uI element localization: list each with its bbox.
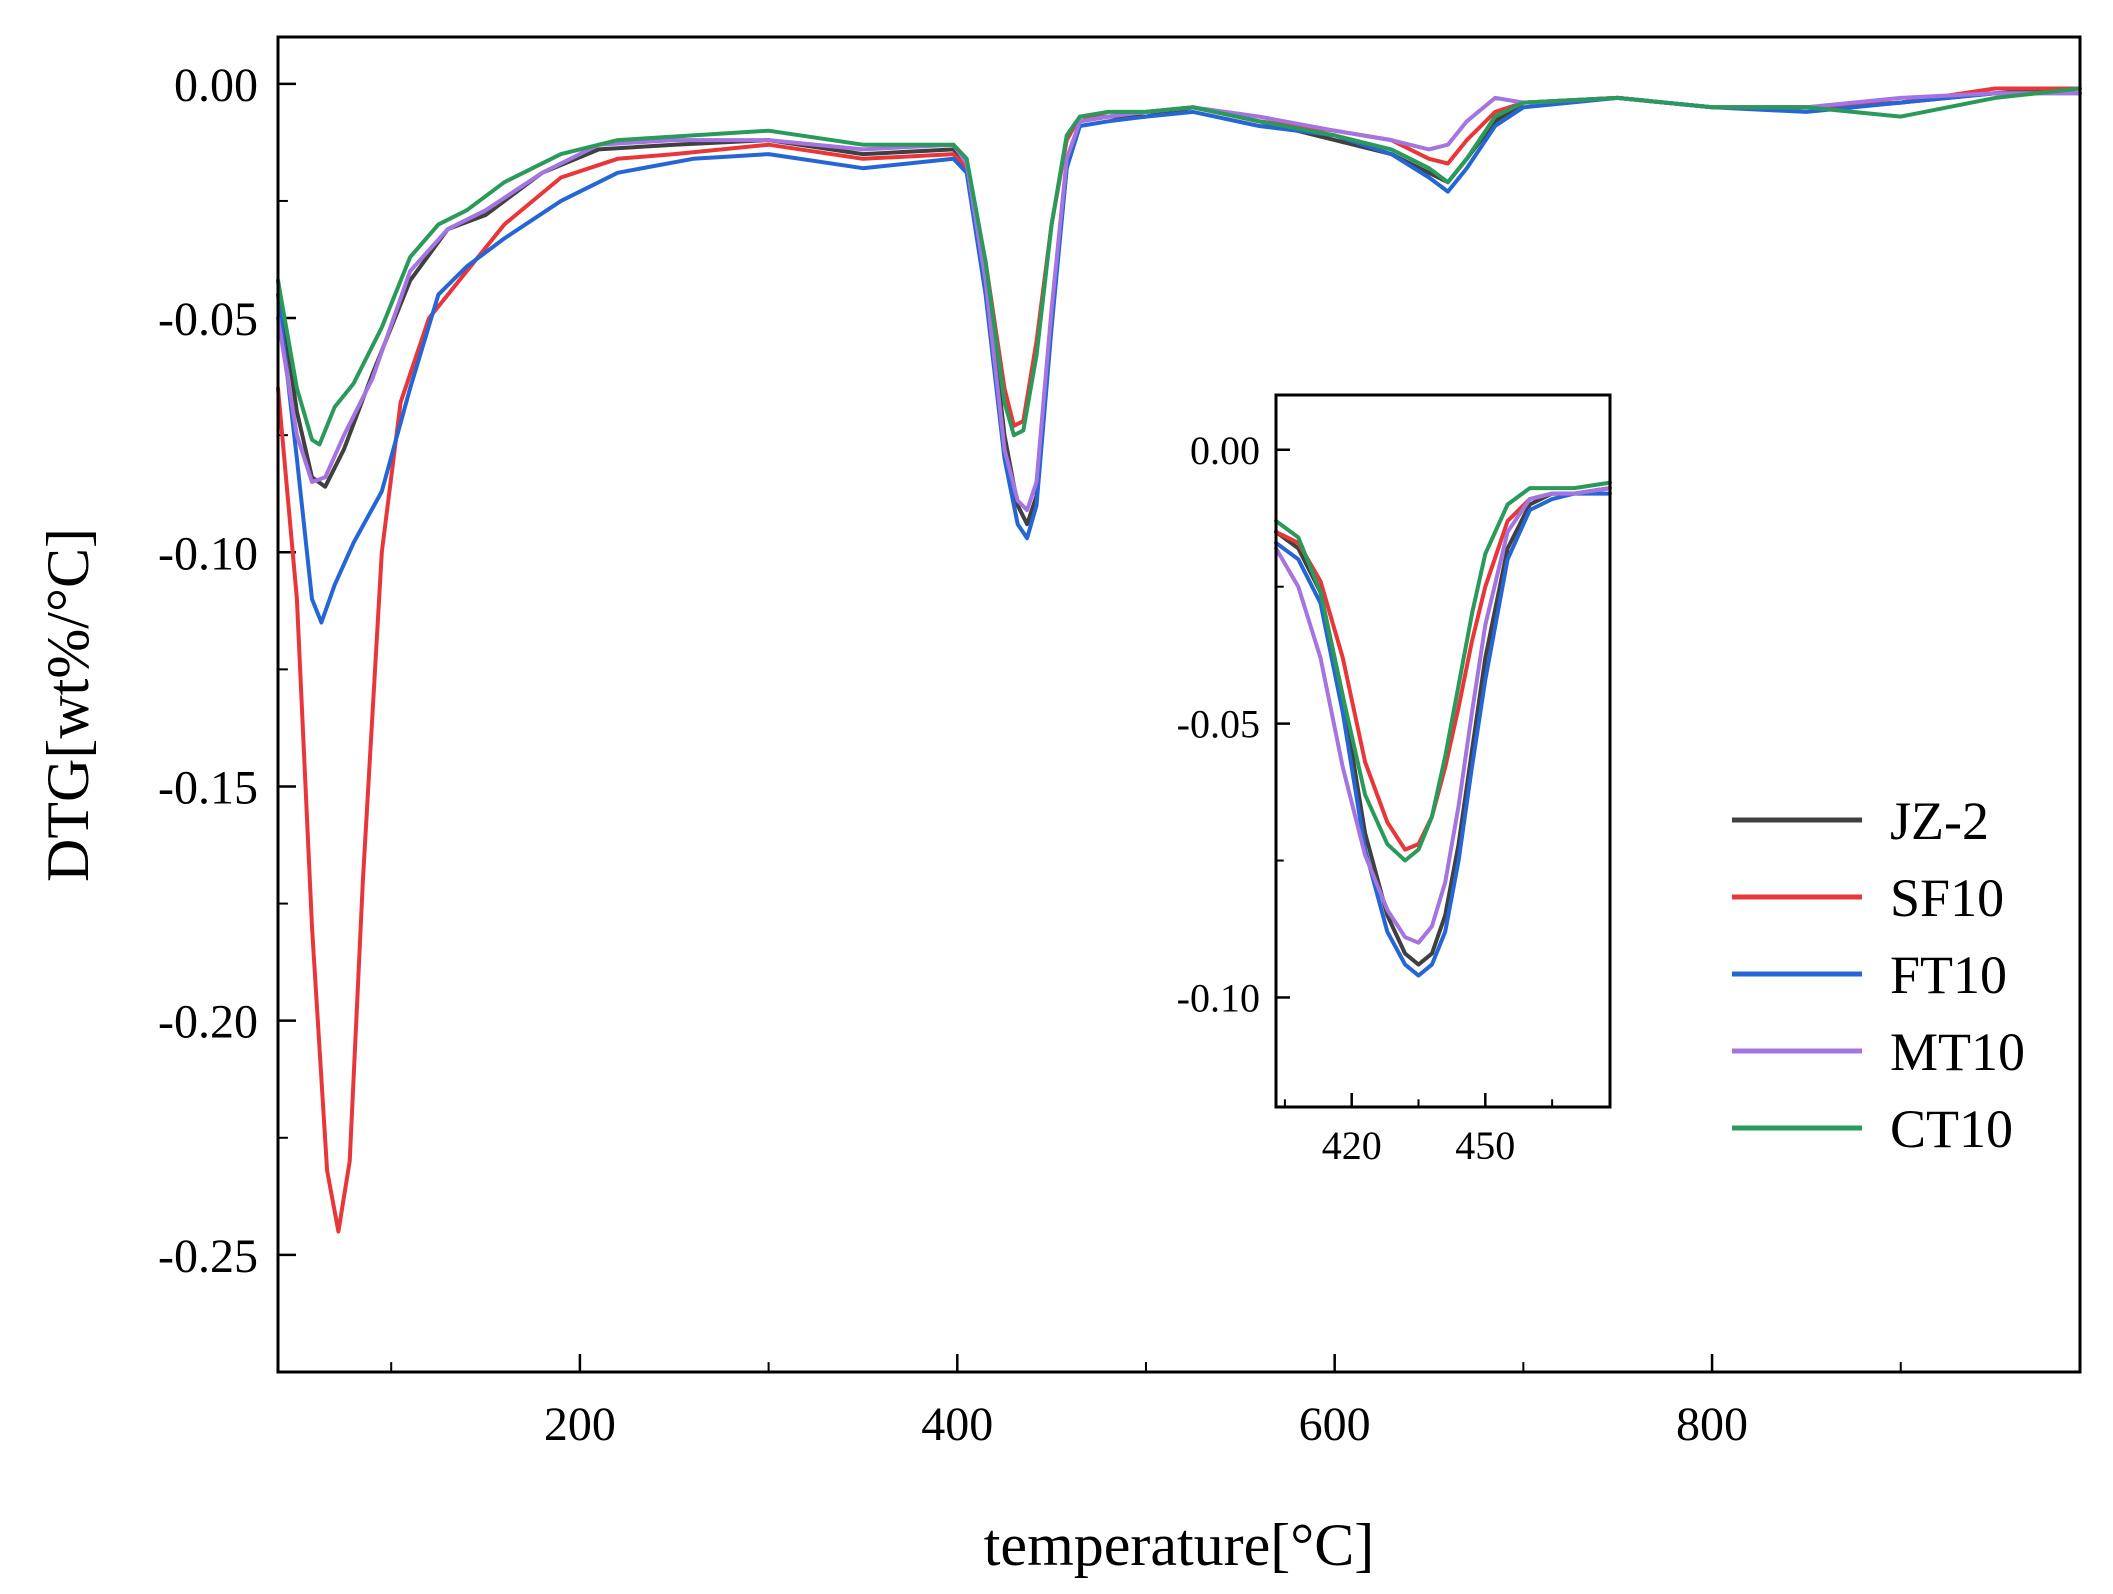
main-series-mt10 — [276, 91, 2082, 513]
inset-series-mt10 — [1274, 486, 1612, 945]
main-series-ft10 — [276, 91, 2082, 625]
inset-series-ct10 — [1274, 480, 1612, 863]
main-y-tick-label: -0.10 — [158, 527, 258, 580]
main-axis-ticks: 200 400 600 800 0.00 -0.05 -0.10 -0.15 -0.20 -0.2… — [158, 59, 1902, 1451]
main-x-tick-label: 200 — [544, 1398, 616, 1451]
main-series-ct10 — [276, 86, 2082, 447]
main-x-tick-label: 800 — [1676, 1398, 1748, 1451]
main-x-tick-label: 400 — [921, 1398, 993, 1451]
main-y-tick-label: 0.00 — [174, 59, 258, 112]
main-y-tick-label: -0.05 — [158, 293, 258, 346]
main-plot-lines — [276, 86, 2082, 1234]
main-series-sf10 — [276, 86, 2082, 1234]
main-plot-frame — [276, 35, 2082, 1374]
legend-label-jz-2: JZ-2 — [1890, 791, 1989, 851]
inset-axis-ticks: 420 450 0.00 -0.05 -0.10 — [1177, 428, 1554, 1168]
inset-plot-lines — [1274, 480, 1612, 978]
x-axis-title: temperature[°C] — [984, 1512, 1374, 1578]
inset-frame — [1274, 393, 1612, 1109]
main-y-tick-label: -0.25 — [158, 1230, 258, 1283]
inset-y-tick-label: -0.10 — [1177, 975, 1260, 1020]
inset-chart: 420 450 0.00 -0.05 -0.10 — [1177, 393, 1612, 1168]
inset-background — [1276, 395, 1610, 1107]
inset-series-ft10 — [1274, 491, 1612, 978]
main-y-tick-label: -0.20 — [158, 996, 258, 1049]
legend-label-sf10: SF10 — [1890, 868, 2004, 928]
inset-y-tick-label: 0.00 — [1190, 428, 1260, 473]
inset-y-tick-label: -0.05 — [1177, 702, 1260, 747]
main-x-tick-label: 600 — [1299, 1398, 1371, 1451]
inset-x-tick-label: 420 — [1322, 1123, 1382, 1168]
legend-label-ft10: FT10 — [1890, 945, 2007, 1005]
legend: JZ-2 SF10 FT10 MT10 CT10 — [1732, 791, 2025, 1159]
y-axis-title: DTG[wt%/°C] — [35, 528, 101, 882]
main-y-tick-label: -0.15 — [158, 761, 258, 814]
legend-label-ct10: CT10 — [1890, 1099, 2013, 1159]
inset-x-tick-label: 450 — [1455, 1123, 1515, 1168]
legend-label-mt10: MT10 — [1890, 1022, 2025, 1082]
